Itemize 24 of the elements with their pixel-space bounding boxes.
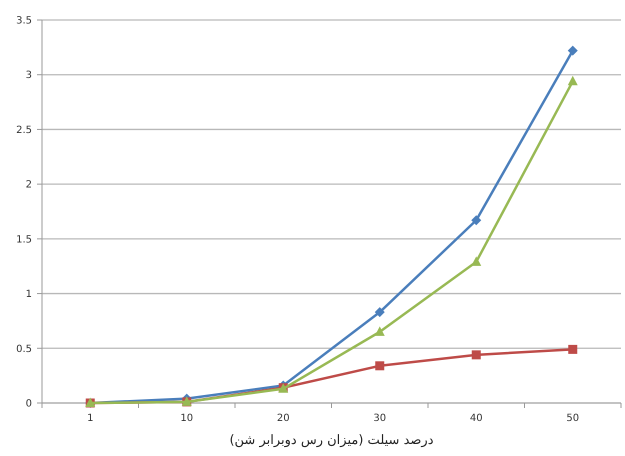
x-tick-label: 40 xyxy=(470,413,483,424)
y-tick-label: 0.5 xyxy=(16,344,32,355)
point xyxy=(568,76,578,86)
y-tick-label: 3.5 xyxy=(16,16,32,26)
y-tick-label: 3 xyxy=(26,70,32,82)
point xyxy=(568,344,578,354)
x-axis-title: درصد سیلت (میزان رس دوبرابر شن) xyxy=(229,433,434,448)
x-tick-label: 20 xyxy=(276,413,290,424)
point xyxy=(568,46,578,56)
point xyxy=(471,215,482,226)
point xyxy=(472,350,481,360)
point xyxy=(374,307,385,318)
y-tick-label: 2.5 xyxy=(16,124,32,136)
y-tick-label: 1 xyxy=(26,289,32,300)
x-tick-label: 10 xyxy=(180,413,194,424)
x-tick-label: 1 xyxy=(87,413,94,424)
y-tick-label: 1.5 xyxy=(16,234,32,246)
x-tick-label: 50 xyxy=(566,413,580,424)
point xyxy=(374,326,385,336)
point xyxy=(471,256,482,266)
y-tick-label: 0 xyxy=(26,398,32,410)
y-tick-label: 2 xyxy=(26,180,32,191)
x-tick-label: 30 xyxy=(373,413,386,424)
point xyxy=(375,361,384,370)
